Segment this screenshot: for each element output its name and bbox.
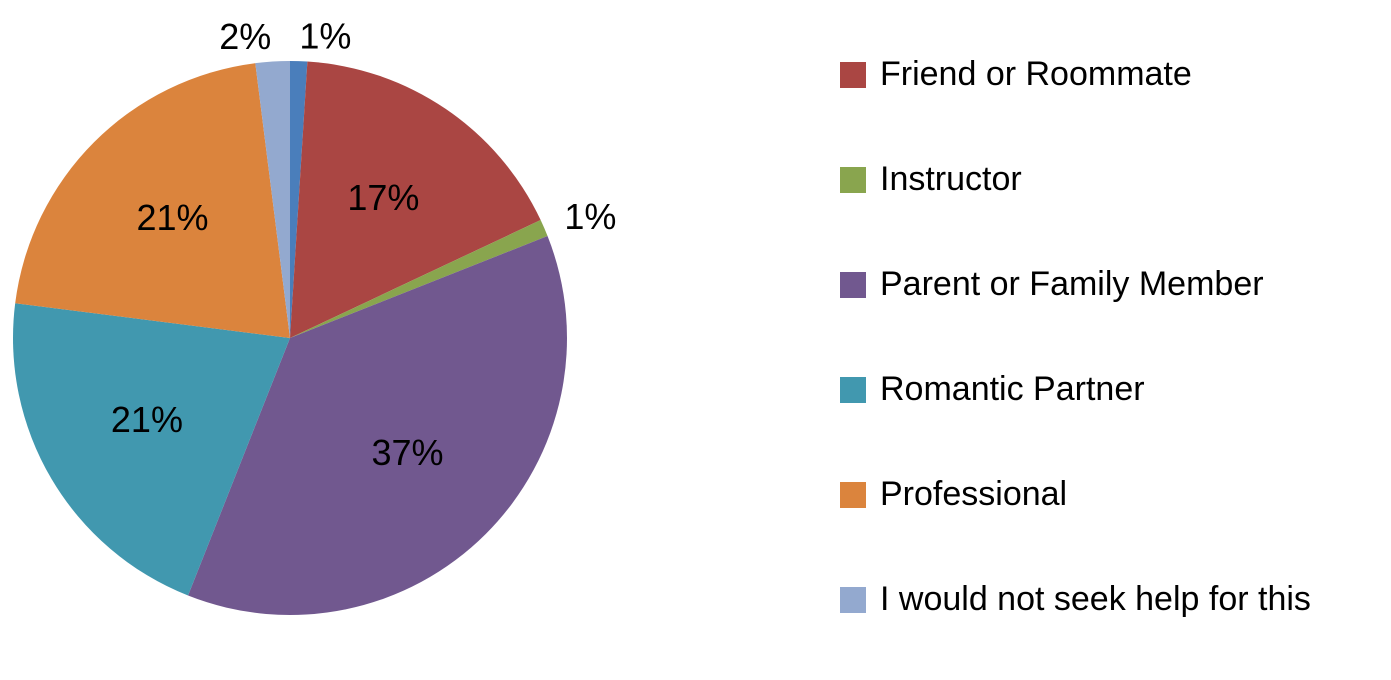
legend-item: Professional	[840, 472, 1391, 577]
pie-slice	[290, 61, 308, 338]
legend-label: I would not seek help for this	[880, 580, 1311, 618]
legend-label: Parent or Family Member	[880, 265, 1264, 303]
slice-label: 1%	[299, 16, 351, 57]
legend-item: Instructor	[840, 157, 1391, 262]
slice-label: 17%	[347, 177, 419, 218]
slice-label: 21%	[111, 399, 183, 440]
pie-slice	[255, 61, 290, 338]
slice-label: 1%	[564, 196, 616, 237]
legend-label: Professional	[880, 475, 1068, 513]
legend-label: Instructor	[880, 160, 1022, 198]
legend-swatch	[840, 272, 866, 298]
legend-item: Parent or Family Member	[840, 262, 1391, 367]
pie-slice	[15, 63, 290, 338]
legend-item: Romantic Partner	[840, 367, 1391, 472]
legend-swatch	[840, 167, 866, 193]
legend-swatch	[840, 377, 866, 403]
pie-area: 1% 17% 1% 37% 21% 21% 2%	[12, 16, 616, 616]
legend-label: Friend or Roommate	[880, 55, 1192, 93]
pie-slice	[290, 220, 548, 338]
pie-slice	[290, 61, 541, 338]
legend-item: I would not seek help for this	[840, 577, 1391, 680]
slice-label: 2%	[219, 16, 271, 57]
legend-swatch	[840, 587, 866, 613]
legend-item: Friend or Roommate	[840, 52, 1391, 157]
pie-slice	[188, 236, 568, 616]
legend-swatch	[840, 62, 866, 88]
legend-swatch	[840, 482, 866, 508]
legend-label: Romantic Partner	[880, 370, 1145, 408]
slice-label: 21%	[136, 197, 208, 238]
legend: Friend or Roommate Instructor Parent or Fa…	[840, 52, 1391, 680]
slice-label: 37%	[371, 432, 443, 473]
pie-slice	[12, 303, 290, 596]
